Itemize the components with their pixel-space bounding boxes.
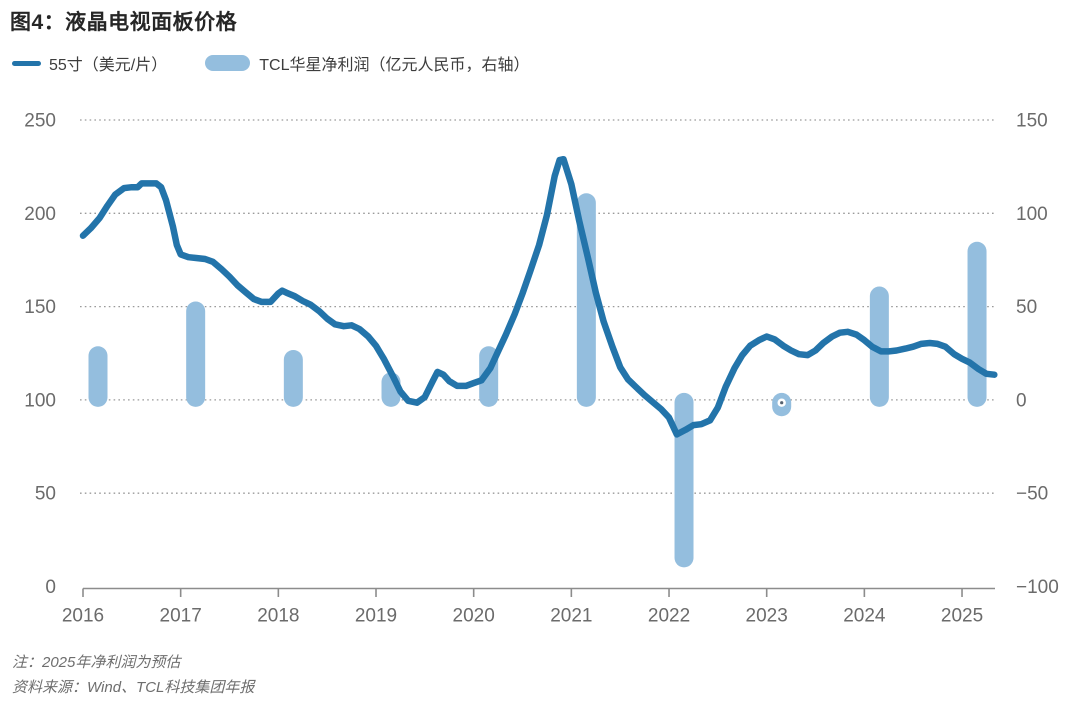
x-label-2022: 2022 <box>648 606 690 627</box>
chart-legend: 55寸（美元/片） TCL华星净利润（亿元人民币，右轴） <box>12 52 529 74</box>
bar-series-swatch-icon <box>205 55 251 71</box>
chart-title: 图4：液晶电视面板价格 <box>10 11 238 34</box>
y-right-label-0: 0 <box>1016 390 1027 411</box>
y-right-label--100: −100 <box>1016 577 1059 598</box>
bar-series-label: TCL华星净利润（亿元人民币，右轴） <box>259 57 530 74</box>
profit-bar-2017 <box>186 301 206 407</box>
profit-bar-2023-marker-dot <box>780 401 784 405</box>
y-right-label-50: 50 <box>1016 297 1037 318</box>
note-source: 资料来源：Wind、TCL科技集团年报 <box>12 679 255 696</box>
y-right-label--50: −50 <box>1016 484 1048 505</box>
profit-bar-2024 <box>869 286 889 407</box>
x-label-2016: 2016 <box>62 606 104 627</box>
profit-bar-2021 <box>576 193 596 407</box>
x-label-2023: 2023 <box>746 606 788 627</box>
y-left-label-250: 250 <box>24 111 56 132</box>
y-right-label-100: 100 <box>1016 204 1048 225</box>
x-label-2019: 2019 <box>355 606 397 627</box>
chart-notes: 注：2025年净利润为预估 资料来源：Wind、TCL科技集团年报 <box>12 650 254 700</box>
x-label-2021: 2021 <box>550 606 592 627</box>
y-right-label-150: 150 <box>1016 111 1048 132</box>
note-estimate: 注：2025年净利润为预估 <box>12 654 181 671</box>
price-line <box>79 155 998 438</box>
y-left-label-200: 200 <box>24 204 56 225</box>
profit-bar-2018 <box>283 349 303 407</box>
profit-bar-2016 <box>88 346 108 407</box>
x-label-2024: 2024 <box>843 606 886 627</box>
profit-bar-2022 <box>674 392 694 568</box>
x-label-2018: 2018 <box>257 606 299 627</box>
y-left-label-50: 50 <box>35 484 56 505</box>
x-label-2017: 2017 <box>160 606 202 627</box>
y-left-label-0: 0 <box>45 577 56 598</box>
line-series-label: 55寸（美元/片） <box>49 57 168 74</box>
x-label-2020: 2020 <box>453 606 495 627</box>
y-left-label-150: 150 <box>24 297 56 318</box>
x-label-2025: 2025 <box>941 606 983 627</box>
y-left-label-100: 100 <box>24 390 56 411</box>
line-series-swatch-icon <box>12 60 41 66</box>
profit-bar-2025 <box>967 241 987 407</box>
